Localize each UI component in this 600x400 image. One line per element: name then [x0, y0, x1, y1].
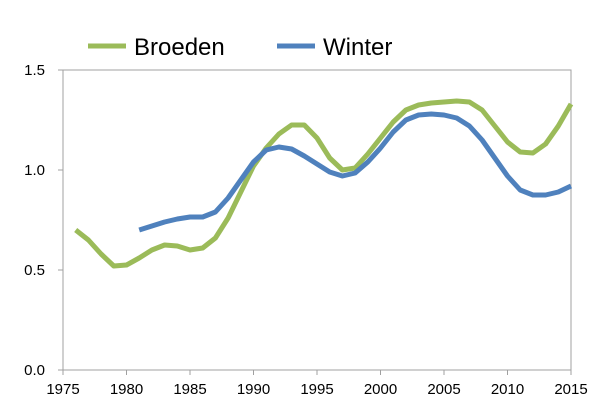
legend: Broeden Winter: [88, 34, 392, 61]
x-tick-label: 1975: [46, 381, 79, 398]
y-tick-label: 1.5: [24, 62, 45, 79]
legend-label-broeden: Broeden: [134, 34, 225, 61]
series-line-broeden: [74, 98, 574, 269]
x-tick-label: 2010: [491, 381, 524, 398]
series-line-winter: [138, 111, 573, 233]
x-tick-label: 1995: [300, 381, 333, 398]
series-lines: [74, 98, 574, 269]
y-tick-label: 1.0: [24, 162, 45, 179]
legend-label-winter: Winter: [323, 34, 392, 61]
x-tick-label: 1980: [110, 381, 143, 398]
plot-frame: [62, 69, 572, 371]
x-tick-label: 2000: [364, 381, 397, 398]
y-tick-label: 0.0: [24, 362, 45, 379]
plot-area-border: [62, 69, 572, 371]
y-tick-label: 0.5: [24, 262, 45, 279]
x-tick-label: 2005: [427, 381, 460, 398]
x-tick-label: 2015: [554, 381, 587, 398]
axis-ticks: 1975 1980 1985 1990 1995 2000 2005 2010 2015 0.0 0…: [24, 62, 588, 398]
x-tick-label: 1990: [237, 381, 270, 398]
x-tick-label: 1985: [173, 381, 206, 398]
